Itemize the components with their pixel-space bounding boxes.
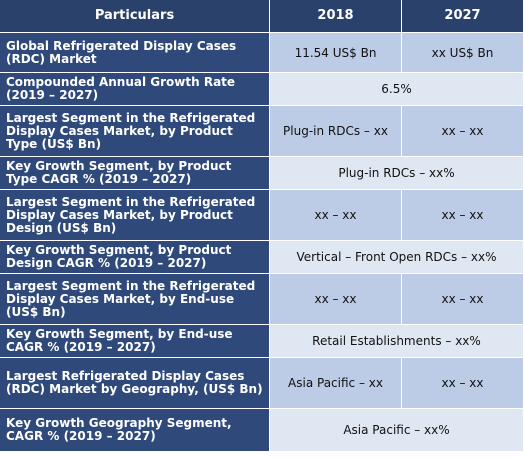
row-label-global-market: Global Refrigerated Display Cases (RDC) … <box>0 33 270 73</box>
row-label-growth-end-use: Key Growth Segment, by End-use CAGR % (2… <box>0 325 270 358</box>
row-value-merged: Plug-in RDCs – xx% <box>270 157 524 190</box>
row-value-2027: xx – xx <box>402 274 524 325</box>
row-value-merged: 6.5% <box>270 73 524 106</box>
row-label-growth-product-type: Key Growth Segment, by Product Type CAGR… <box>0 157 270 190</box>
header-2018: 2018 <box>270 0 402 33</box>
row-value-2018: xx – xx <box>270 190 402 241</box>
row-value-2027: xx US$ Bn <box>402 33 524 73</box>
row-value-2027: xx – xx <box>402 106 524 157</box>
header-2027: 2027 <box>402 0 524 33</box>
row-value-2027: xx – xx <box>402 190 524 241</box>
header-particulars: Particulars <box>0 0 270 33</box>
row-value-merged: Retail Establishments – xx% <box>270 325 524 358</box>
row-label-largest-product-type: Largest Segment in the Refrigerated Disp… <box>0 106 270 157</box>
row-label-largest-geography: Largest Refrigerated Display Cases (RDC)… <box>0 358 270 409</box>
row-value-merged: Vertical – Front Open RDCs – xx% <box>270 241 524 274</box>
row-label-cagr: Compounded Annual Growth Rate (2019 – 20… <box>0 73 270 106</box>
row-label-growth-geography: Key Growth Geography Segment, CAGR % (20… <box>0 409 270 452</box>
row-label-largest-end-use: Largest Segment in the Refrigerated Disp… <box>0 274 270 325</box>
row-value-2018: Plug-in RDCs – xx <box>270 106 402 157</box>
row-value-merged: Asia Pacific – xx% <box>270 409 524 452</box>
row-value-2018: 11.54 US$ Bn <box>270 33 402 73</box>
row-label-largest-product-design: Largest Segment in the Refrigerated Disp… <box>0 190 270 241</box>
row-value-2018: xx – xx <box>270 274 402 325</box>
row-value-2027: xx – xx <box>402 358 524 409</box>
row-label-growth-product-design: Key Growth Segment, by Product Design CA… <box>0 241 270 274</box>
row-value-2018: Asia Pacific – xx <box>270 358 402 409</box>
